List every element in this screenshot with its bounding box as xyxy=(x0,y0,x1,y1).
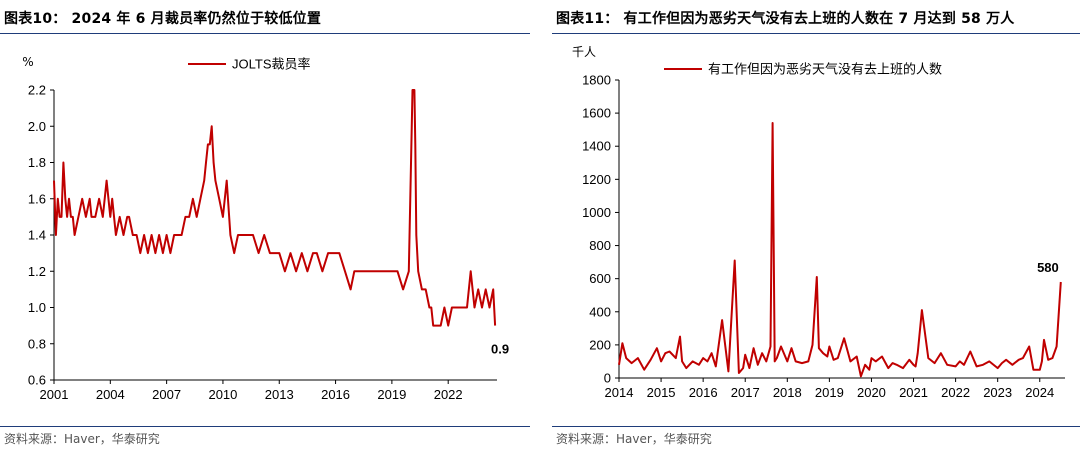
right-unit-label: 千人 xyxy=(572,45,596,59)
left-legend-label: JOLTS裁员率 xyxy=(232,57,311,72)
right-x-tick-label: 2020 xyxy=(857,385,886,400)
right-y-tick-label: 200 xyxy=(589,337,611,352)
title-divider-left xyxy=(0,33,530,34)
left-x-tick-label: 2004 xyxy=(96,387,125,402)
chart-title-right: 图表11： 有工作但因为恶劣天气没有去上班的人数在 7 月达到 58 万人 xyxy=(556,11,1015,27)
right-x-tick-label: 2022 xyxy=(941,385,970,400)
left-x-tick-label: 2010 xyxy=(208,387,237,402)
left-y-tick-label: 1.0 xyxy=(28,300,46,315)
right-x-tick-label: 2016 xyxy=(689,385,718,400)
right-y-tick-label: 1200 xyxy=(582,172,611,187)
right-y-tick-label: 400 xyxy=(589,304,611,319)
right-end-value-label: 580 xyxy=(1037,260,1059,275)
right-x-tick-label: 2014 xyxy=(605,385,634,400)
left-y-tick-label: 1.8 xyxy=(28,155,46,170)
right-y-tick-label: 800 xyxy=(589,238,611,253)
right-x-tick-label: 2019 xyxy=(815,385,844,400)
right-y-tick-label: 1800 xyxy=(582,73,611,88)
left-series-line xyxy=(53,89,497,327)
left-x-tick-label: 2022 xyxy=(434,387,463,402)
title-divider-right xyxy=(552,33,1080,34)
right-y-tick-label: 1400 xyxy=(582,139,611,154)
left-y-tick-label: 2.0 xyxy=(28,119,46,134)
left-y-tick-label: 0.8 xyxy=(28,336,46,351)
chart-panel-right: 图表11： 有工作但因为恶劣天气没有去上班的人数在 7 月达到 58 万人 千人… xyxy=(552,0,1080,452)
left-x-tick-label: 2019 xyxy=(377,387,406,402)
left-y-tick-label: 2.2 xyxy=(28,83,46,98)
left-x-tick-label: 2016 xyxy=(321,387,350,402)
right-x-tick-label: 2021 xyxy=(899,385,928,400)
left-y-tick-label: 1.6 xyxy=(28,191,46,206)
left-y-tick-label: 0.6 xyxy=(28,373,46,388)
source-note-right: 资料来源：Haver，华泰研究 xyxy=(556,432,712,446)
chart-title-left: 图表10： 2024 年 6 月裁员率仍然位于较低位置 xyxy=(4,11,322,27)
left-x-tick-label: 2013 xyxy=(265,387,294,402)
right-x-tick-label: 2024 xyxy=(1025,385,1054,400)
right-x-tick-label: 2017 xyxy=(731,385,760,400)
right-x-tick-label: 2018 xyxy=(773,385,802,400)
left-y-tick-label: 1.4 xyxy=(28,228,46,243)
right-legend-label: 有工作但因为恶劣天气没有去上班的人数 xyxy=(708,62,942,77)
right-x-tick-label: 2015 xyxy=(647,385,676,400)
source-divider-left xyxy=(0,426,530,427)
right-series-line xyxy=(618,122,1062,378)
left-x-tick-label: 2007 xyxy=(152,387,181,402)
right-x-tick-label: 2023 xyxy=(983,385,1012,400)
source-note-left: 资料来源：Haver，华泰研究 xyxy=(4,432,160,446)
left-y-tick-label: 1.2 xyxy=(28,264,46,279)
left-end-value-label: 0.9 xyxy=(491,342,509,357)
chart-panel-left: 图表10： 2024 年 6 月裁员率仍然位于较低位置 % 2.2 2.0 1.8 1.… xyxy=(0,0,530,452)
left-x-tick-label: 2001 xyxy=(40,387,69,402)
left-unit-label: % xyxy=(22,55,33,69)
right-y-tick-label: 1000 xyxy=(582,205,611,220)
right-y-tick-label: 1600 xyxy=(582,106,611,121)
source-divider-right xyxy=(552,426,1080,427)
right-y-tick-label: 600 xyxy=(589,271,611,286)
right-y-tick-label: 0 xyxy=(604,371,611,386)
